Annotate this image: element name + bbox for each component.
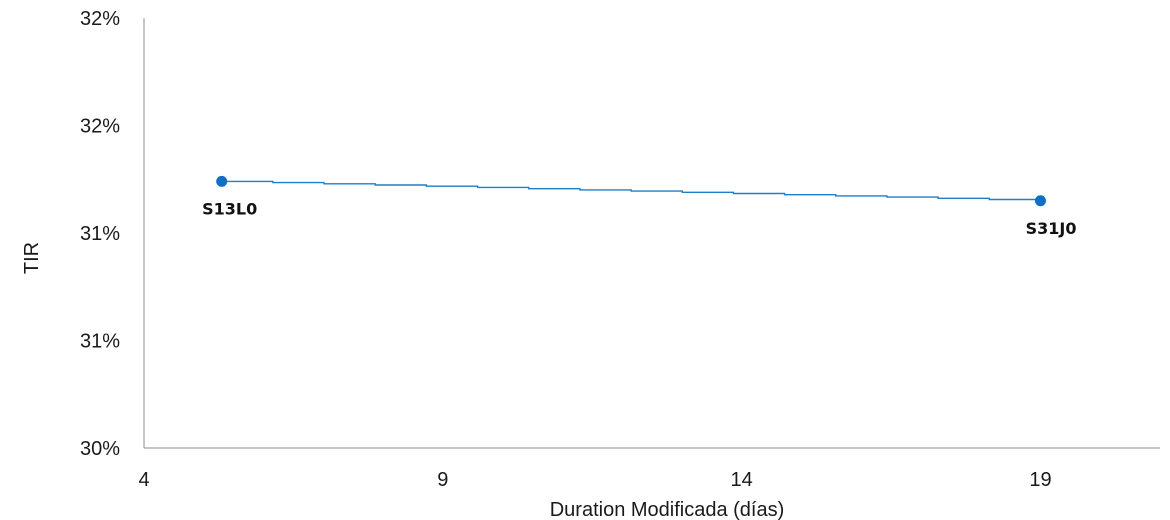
x-tick-label: 4 [138,469,149,491]
y-tick-label: 30% [80,438,120,460]
y-axis-ticks: 30% 31% 31% 32% 32% [80,8,120,460]
y-tick-label: 31% [80,331,120,353]
x-tick-label: 19 [1029,469,1051,491]
axes [143,18,1160,449]
y-tick-label: 31% [80,223,120,245]
trendline-path [221,180,1042,201]
data-point-label: S13L0 [202,199,257,218]
x-axis-title: Duration Modificada (días) [550,499,785,520]
data-points: S13L0 S31J0 [202,175,1077,238]
data-point [1034,195,1046,207]
x-axis-ticks: 4 9 14 19 [138,469,1051,491]
trendline [221,180,1042,201]
y-tick-label: 32% [80,116,120,138]
x-tick-label: 9 [437,469,448,491]
data-point [216,175,228,187]
data-point-label: S31J0 [1026,219,1077,238]
y-tick-label: 32% [80,8,120,30]
y-axis-title: TIR [21,242,43,274]
x-tick-label: 14 [731,469,753,491]
